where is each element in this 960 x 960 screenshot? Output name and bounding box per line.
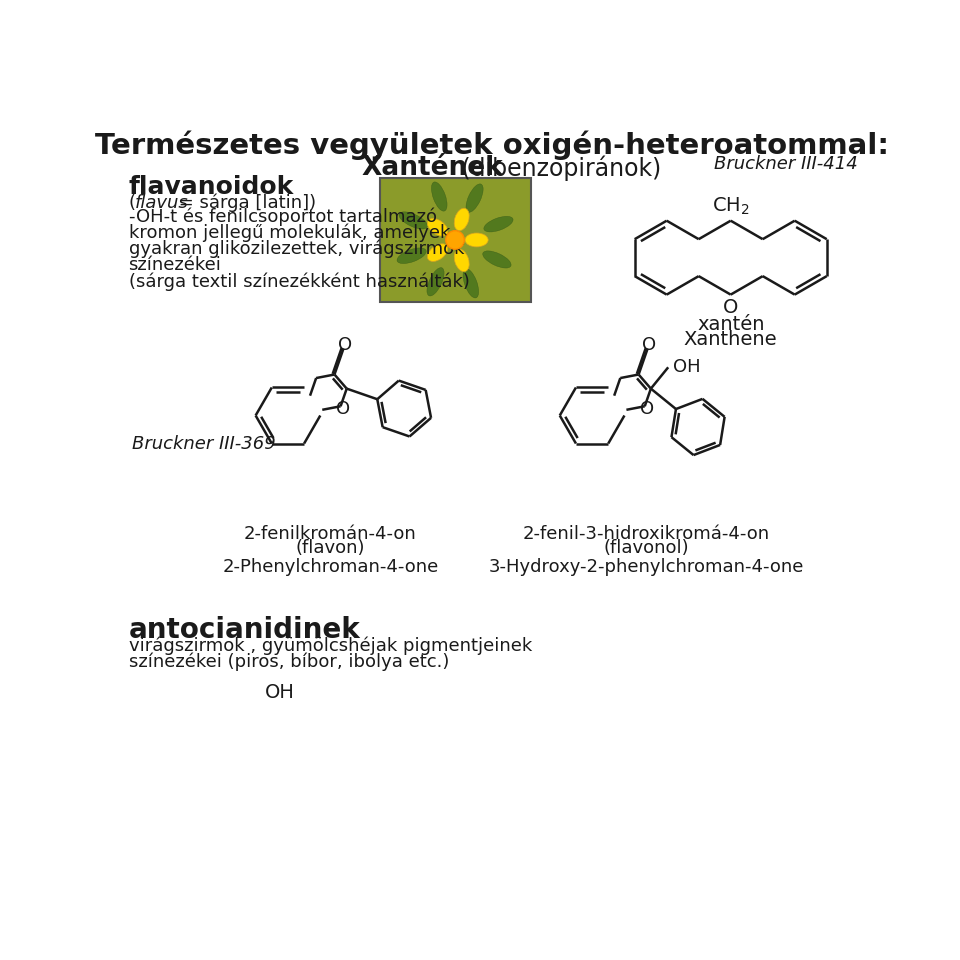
- Text: (flavon): (flavon): [296, 540, 365, 558]
- Ellipse shape: [465, 233, 488, 247]
- Ellipse shape: [427, 219, 447, 236]
- Text: O: O: [336, 400, 350, 419]
- Text: O: O: [338, 336, 351, 354]
- Text: gyakran glikozilezettek, virágszirmok: gyakran glikozilezettek, virágszirmok: [129, 240, 464, 258]
- Ellipse shape: [431, 181, 447, 211]
- Ellipse shape: [454, 208, 469, 230]
- Ellipse shape: [483, 251, 511, 268]
- Bar: [380, 179, 531, 301]
- Text: (flavonol): (flavonol): [603, 540, 689, 558]
- Text: (: (: [129, 194, 135, 212]
- Ellipse shape: [397, 248, 426, 264]
- Text: flavanoidok: flavanoidok: [129, 176, 294, 200]
- Ellipse shape: [454, 250, 469, 272]
- Text: virágszirmok , gyümölcshéjak pigmentjeinek: virágszirmok , gyümölcshéjak pigmentjein…: [129, 636, 532, 655]
- Text: Bruckner III-369: Bruckner III-369: [132, 435, 276, 453]
- Text: kromon jellegű molekulák, amelyek: kromon jellegű molekulák, amelyek: [129, 224, 450, 242]
- Text: xantén: xantén: [697, 315, 764, 334]
- Text: 3-Hydroxy-2-phenylchroman-4-one: 3-Hydroxy-2-phenylchroman-4-one: [489, 558, 804, 576]
- Text: = sárga [latin]): = sárga [latin]): [173, 194, 317, 212]
- Text: színezékei (piros, bíbor, ibolya etc.): színezékei (piros, bíbor, ibolya etc.): [129, 653, 449, 671]
- Text: OH: OH: [265, 683, 295, 702]
- Text: 2-fenil-3-hidroxikromá-4-on: 2-fenil-3-hidroxikromá-4-on: [522, 525, 770, 542]
- Text: antocianidinek: antocianidinek: [129, 615, 360, 644]
- Text: Bruckner III-414: Bruckner III-414: [714, 156, 857, 173]
- Text: -OH-t és fenilcsoportot tartalmazó: -OH-t és fenilcsoportot tartalmazó: [129, 207, 437, 227]
- Ellipse shape: [466, 184, 483, 212]
- Text: (dibenzopiránok): (dibenzopiránok): [453, 156, 660, 180]
- Text: 2-Phenylchroman-4-one: 2-Phenylchroman-4-one: [222, 558, 439, 576]
- Text: 2-fenilkromán-4-on: 2-fenilkromán-4-on: [244, 525, 417, 542]
- Text: színezékei: színezékei: [129, 256, 222, 275]
- Ellipse shape: [463, 269, 479, 298]
- Ellipse shape: [427, 268, 444, 296]
- Text: (sárga textil színezékként használták): (sárga textil színezékként használták): [129, 273, 469, 291]
- Text: Xanthene: Xanthene: [684, 330, 778, 349]
- Ellipse shape: [484, 216, 513, 232]
- Circle shape: [445, 230, 465, 250]
- Text: Xantének: Xantének: [361, 156, 503, 181]
- Text: O: O: [642, 336, 656, 354]
- Text: CH$_2$: CH$_2$: [711, 196, 750, 217]
- Text: flavus: flavus: [134, 194, 188, 212]
- Ellipse shape: [427, 244, 447, 261]
- Ellipse shape: [399, 212, 427, 229]
- Text: O: O: [723, 298, 738, 317]
- Text: OH: OH: [673, 358, 701, 376]
- Text: O: O: [640, 400, 655, 419]
- Text: Természetes vegyületek oxigén-heteroatommal:: Természetes vegyületek oxigén-heteroatom…: [95, 131, 889, 160]
